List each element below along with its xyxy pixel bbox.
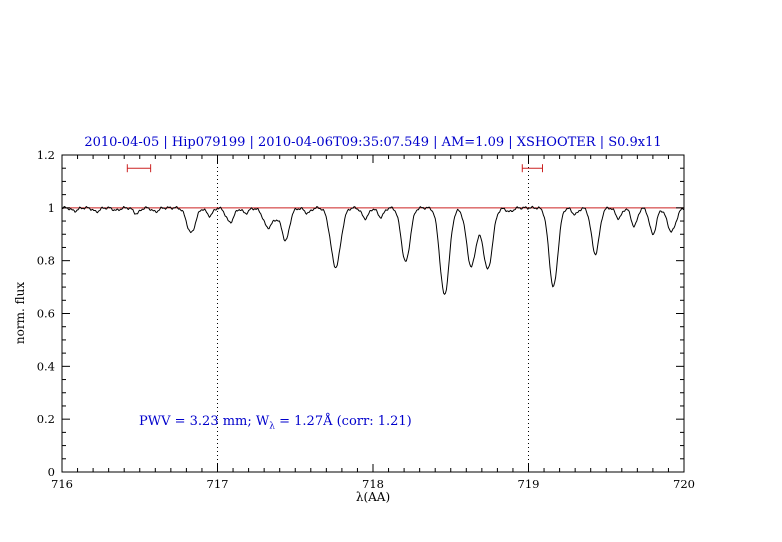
x-tick-label: 717 (207, 477, 229, 491)
plot-title: 2010-04-05 | Hip079199 | 2010-04-06T09:3… (84, 135, 662, 150)
x-tick-label: 718 (362, 477, 384, 491)
x-tick-label: 716 (51, 477, 73, 491)
annotation-suffix: = 1.27Å (corr: 1.21) (274, 414, 412, 429)
pwv-annotation: PWV = 3.23 mm; Wλ = 1.27Å (corr: 1.21) (139, 414, 412, 432)
x-tick-label: 719 (518, 477, 540, 491)
annotation-subscript: λ (269, 421, 275, 432)
annotation-prefix: PWV = 3.23 mm; W (139, 414, 270, 429)
y-axis-label: norm. flux (13, 281, 27, 345)
x-tick-label: 720 (673, 477, 695, 491)
spectrum-path (62, 205, 685, 295)
y-tick-label: 0.8 (37, 254, 55, 268)
y-tick-label: 0 (48, 465, 55, 479)
x-axis-label: λ(AA) (355, 490, 391, 504)
y-tick-label: 0.2 (37, 412, 55, 426)
y-tick-label: 0.6 (37, 307, 55, 321)
y-tick-label: 1.2 (37, 148, 55, 162)
y-tick-label: 0.4 (37, 359, 55, 373)
y-tick-label: 1 (48, 201, 55, 215)
